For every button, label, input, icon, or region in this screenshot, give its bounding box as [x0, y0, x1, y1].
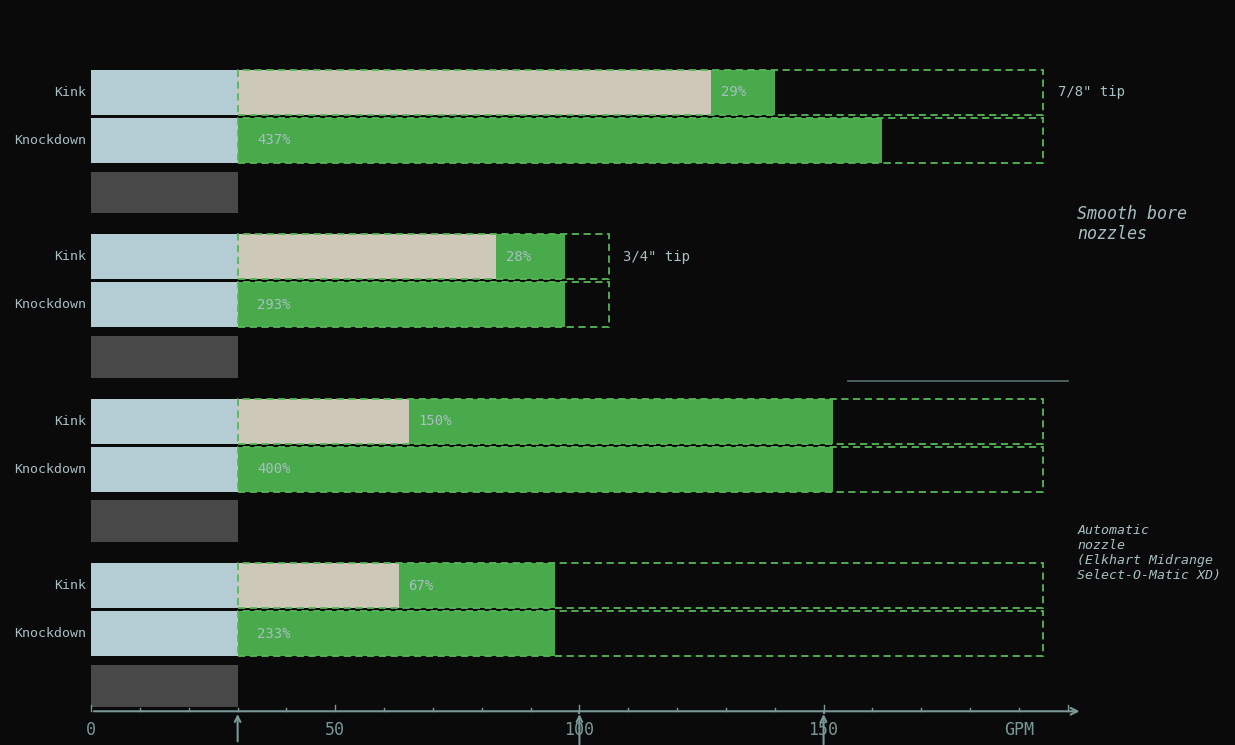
Text: 29%: 29%	[721, 86, 746, 99]
Bar	[91, 70, 237, 115]
Text: Smooth bore
nozzles: Smooth bore nozzles	[1077, 205, 1188, 244]
Text: Knockdown: Knockdown	[15, 627, 86, 640]
Text: Kink: Kink	[54, 250, 86, 263]
Text: Automatic
nozzle
(Elkhart Midrange
Select-O-Matic XD): Automatic nozzle (Elkhart Midrange Selec…	[1077, 524, 1221, 582]
Bar	[814, 741, 882, 745]
Bar	[101, 742, 169, 745]
Bar	[237, 70, 711, 115]
Bar	[399, 563, 555, 608]
Text: Kink: Kink	[54, 86, 86, 99]
Bar	[91, 399, 237, 444]
Bar	[91, 336, 237, 378]
Bar	[237, 399, 409, 444]
Text: 0: 0	[86, 721, 96, 739]
Bar	[237, 282, 564, 327]
Bar	[409, 399, 834, 444]
Bar	[91, 447, 237, 492]
Bar	[91, 171, 237, 214]
Bar	[91, 118, 237, 162]
Bar	[91, 282, 237, 327]
Bar	[711, 70, 774, 115]
Bar	[237, 447, 834, 492]
Text: Kink: Kink	[54, 415, 86, 428]
Text: 150: 150	[809, 721, 839, 739]
Bar	[496, 235, 564, 279]
Bar	[91, 563, 237, 608]
Bar	[237, 118, 882, 162]
Text: 3/4" tip: 3/4" tip	[624, 250, 690, 264]
Text: 293%: 293%	[257, 298, 290, 311]
Bar	[91, 235, 237, 279]
Text: 437%: 437%	[257, 133, 290, 148]
Bar	[91, 501, 237, 542]
Text: 100: 100	[564, 721, 594, 739]
Bar	[237, 235, 496, 279]
Bar	[91, 611, 237, 656]
Text: GPM: GPM	[1004, 721, 1034, 739]
Text: 7/8" tip: 7/8" tip	[1058, 86, 1125, 99]
Text: 150%: 150%	[419, 414, 452, 428]
Text: Knockdown: Knockdown	[15, 463, 86, 475]
Text: 400%: 400%	[257, 462, 290, 476]
Text: 50: 50	[325, 721, 346, 739]
Bar	[237, 611, 555, 656]
Text: 233%: 233%	[257, 627, 290, 641]
Text: Kink: Kink	[54, 579, 86, 592]
Text: 67%: 67%	[409, 579, 433, 593]
Bar	[237, 563, 399, 608]
Bar	[101, 729, 169, 737]
Bar	[814, 727, 882, 735]
Text: 28%: 28%	[506, 250, 531, 264]
Text: Knockdown: Knockdown	[15, 133, 86, 147]
Text: Knockdown: Knockdown	[15, 298, 86, 311]
Bar	[91, 665, 237, 707]
